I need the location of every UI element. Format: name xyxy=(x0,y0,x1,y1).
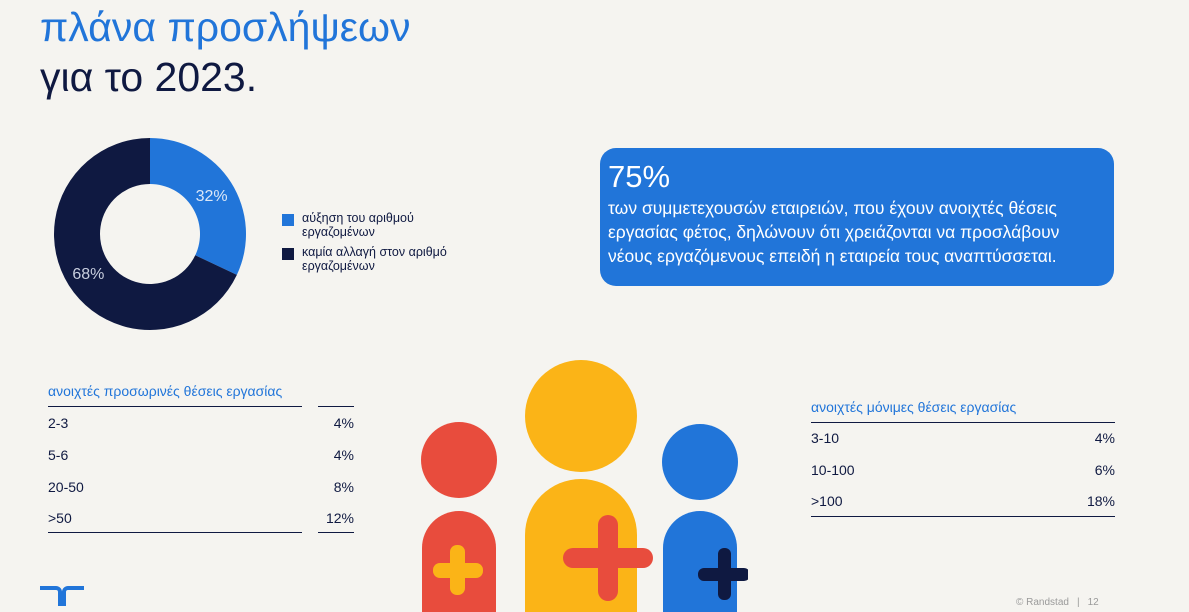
temp-table-title: ανοιχτές προσωρινές θέσεις εργασίας xyxy=(48,383,283,399)
people-plus-icon xyxy=(421,360,748,612)
donut-chart: 32% 68% xyxy=(54,138,247,330)
row-value: 18% xyxy=(1086,493,1115,509)
table-row: 10-100 6% xyxy=(811,454,1115,486)
row-label: 5-6 xyxy=(48,447,69,463)
donut-slice xyxy=(54,138,237,330)
person-head-red xyxy=(421,422,497,498)
table-row: 2-3 4% xyxy=(48,407,354,439)
donut-slice xyxy=(150,138,247,275)
legend-label: αύξηση του αριθμού εργαζομένων xyxy=(302,211,414,239)
plus-bar xyxy=(563,548,653,568)
table-row: 5-6 4% xyxy=(48,439,354,471)
legend-item-no-change: καμία αλλαγή στον αριθμό εργαζομένων xyxy=(282,245,487,273)
table-rule xyxy=(318,406,354,407)
callout-text: των συμμετεχουσών εταιρειών, που έχουν α… xyxy=(608,198,1060,266)
page-title-line-2: για το 2023. xyxy=(40,54,258,100)
table-rule xyxy=(48,532,302,533)
page-title-line-1: πλάνα προσλήψεων xyxy=(40,4,411,50)
row-value: 6% xyxy=(1094,462,1115,478)
person-body-yellow xyxy=(525,479,637,612)
legend-label: καμία αλλαγή στον αριθμό εργαζομένων xyxy=(302,245,447,273)
table-row: >50 12% xyxy=(48,502,354,534)
row-value: 4% xyxy=(1094,430,1115,446)
callout-stat: 75% xyxy=(608,159,671,194)
stat-callout: 75% των συμμετεχουσών εταιρειών, που έχο… xyxy=(600,148,1114,286)
footer-separator: | xyxy=(1076,597,1080,608)
randstad-logo xyxy=(40,586,84,606)
row-label: 10-100 xyxy=(811,462,855,478)
table-row: 20-50 8% xyxy=(48,471,354,503)
table-rule xyxy=(811,422,1115,423)
legend-swatch xyxy=(282,248,294,260)
footer-copyright: © Randstad xyxy=(1016,597,1069,608)
row-label: >50 xyxy=(48,510,72,526)
page-number: 12 xyxy=(1087,597,1099,608)
row-value: 4% xyxy=(333,447,354,463)
row-label: 2-3 xyxy=(48,415,69,431)
row-label: >100 xyxy=(811,493,843,509)
plus-bar xyxy=(698,568,748,581)
footer: © Randstad | 12 xyxy=(1016,597,1099,608)
plus-bar xyxy=(433,563,483,578)
legend-item-increase: αύξηση του αριθμού εργαζομένων xyxy=(282,211,487,239)
person-head-blue xyxy=(662,424,738,500)
table-rule xyxy=(318,532,354,533)
row-value: 4% xyxy=(333,415,354,431)
row-label: 20-50 xyxy=(48,479,84,495)
person-head-yellow xyxy=(525,360,637,472)
row-label: 3-10 xyxy=(811,430,840,446)
donut-slice-label: 32% xyxy=(196,188,228,205)
perm-table-title: ανοιχτές μόνιμες θέσεις εργασίας xyxy=(811,399,1017,415)
row-value: 12% xyxy=(325,510,354,526)
table-row: 3-10 4% xyxy=(811,422,1115,454)
legend-swatch xyxy=(282,214,294,226)
donut-legend: αύξηση του αριθμού εργαζομένων καμία αλλ… xyxy=(282,211,487,279)
table-row: >100 18% xyxy=(811,485,1115,517)
table-rule xyxy=(811,516,1115,517)
row-value: 8% xyxy=(333,479,354,495)
donut-slice-label: 68% xyxy=(72,266,104,283)
table-rule xyxy=(48,406,302,407)
